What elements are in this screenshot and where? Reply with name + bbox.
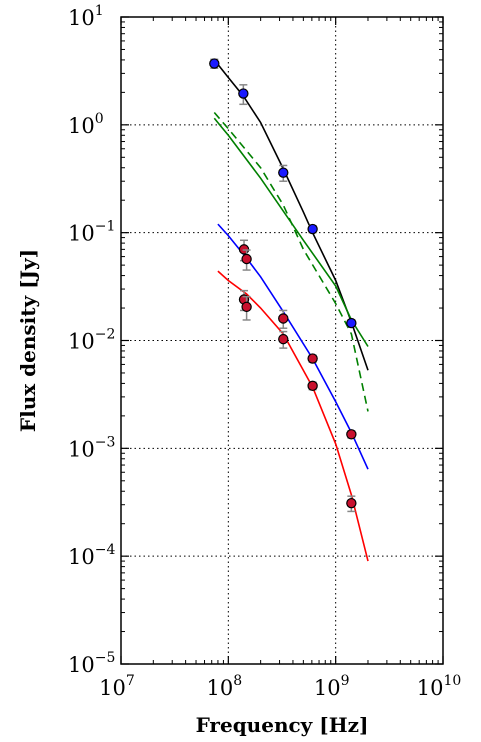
x-tick-label: 107 [99, 673, 135, 700]
data-point-series-3 [241, 253, 252, 265]
data-point-series-3 [307, 353, 318, 364]
data-point-series-2 [278, 333, 289, 345]
data-point-series-1 [278, 167, 289, 178]
y-axis-label: Flux density [Jy] [16, 249, 40, 432]
y-tick-label: 10−3 [68, 434, 115, 461]
data-point-series-1 [346, 317, 357, 329]
data-point-series-1 [209, 58, 220, 69]
y-tick-label: 10−4 [68, 542, 115, 569]
x-tick-label: 108 [207, 673, 243, 700]
y-tick-label: 10−2 [68, 327, 115, 354]
data-point-series-1 [238, 88, 249, 99]
data-point-series-3 [346, 429, 357, 440]
axis-ticks [120, 16, 444, 665]
data-point-series-1 [307, 223, 318, 235]
y-tick-label: 10−5 [68, 650, 115, 677]
data-point-series-2 [346, 497, 357, 509]
data-point-series-3 [278, 313, 289, 324]
y-tick-label: 10−1 [68, 219, 115, 246]
data-points [209, 58, 357, 513]
model-curve-5 [217, 270, 369, 562]
tick-labels: 107 108 109 1010 10−5 10−4 10−3 10−2 10−1 100 101 [68, 3, 461, 700]
model-curves [213, 59, 369, 562]
y-tick-label: 101 [68, 3, 104, 30]
x-tick-label: 109 [314, 673, 350, 700]
x-axis-label: Frequency [Hz] [196, 713, 369, 737]
y-tick-label: 100 [68, 111, 104, 138]
data-point-series-2 [241, 301, 252, 313]
model-curve-3 [213, 111, 369, 412]
x-tick-label: 1010 [417, 673, 462, 700]
model-curve-2 [213, 117, 369, 347]
data-point-series-2 [307, 380, 318, 392]
